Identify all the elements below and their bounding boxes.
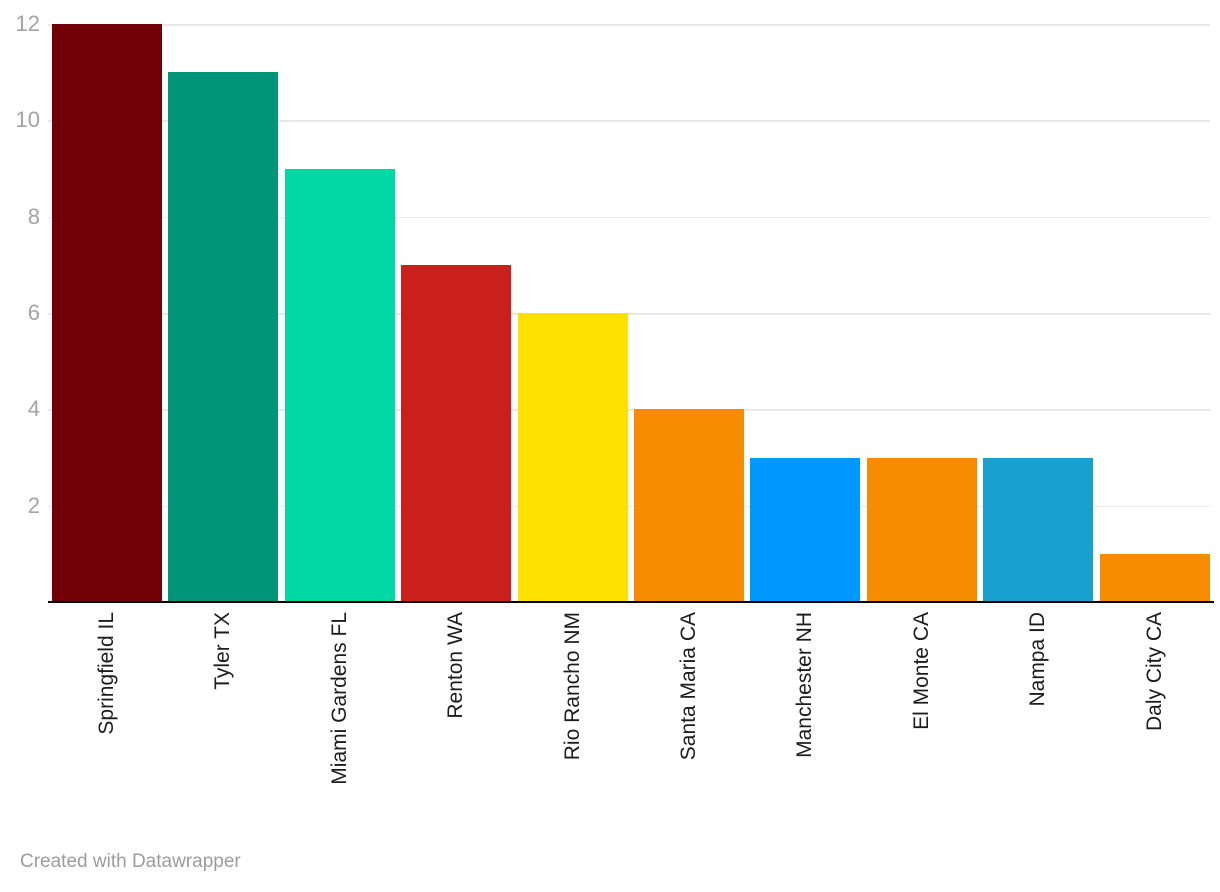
x-label-manchester-nh: Manchester NH [793, 612, 817, 758]
x-axis-line [48, 600, 1214, 603]
x-label-slot-manchester-nh: Manchester NH [750, 612, 860, 862]
y-tick-label-8: 8 [27, 203, 40, 229]
x-label-slot-tyler-tx: Tyler TX [168, 612, 278, 862]
x-label-slot-rio-rancho-nm: Rio Rancho NM [518, 612, 628, 862]
x-label-miami-gardens-fl: Miami Gardens FL [327, 612, 351, 785]
x-label-springfield-il: Springfield IL [95, 612, 118, 735]
x-label-slot-santa-maria-ca: Santa Maria CA [634, 612, 744, 862]
gridline-6 [48, 313, 1210, 315]
x-label-tyler-tx: Tyler TX [211, 612, 235, 690]
bar-rio-rancho-nm [517, 313, 628, 602]
gridline-12 [48, 24, 1210, 26]
x-label-slot-miami-gardens-fl: Miami Gardens FL [285, 612, 395, 862]
x-label-rio-rancho-nm: Rio Rancho NM [560, 612, 584, 761]
gridline-8 [48, 216, 1210, 219]
x-label-slot-nampa-id: Nampa ID [983, 612, 1093, 862]
x-label-slot-springfield-il: Springfield IL [52, 612, 162, 862]
gridline-2 [48, 505, 1210, 508]
y-tick-label-6: 6 [27, 300, 40, 325]
x-label-nampa-id: Nampa ID [1026, 612, 1050, 707]
y-tick-label-12: 12 [15, 11, 40, 36]
x-label-renton-wa: Renton WA [444, 612, 468, 719]
bar-nampa-id [983, 457, 1094, 602]
bar-el-monte-ca [866, 457, 977, 602]
gridline-4 [48, 409, 1210, 411]
bar-manchester-nh [750, 457, 861, 602]
bar-springfield-il [52, 24, 162, 602]
gridline-10 [48, 120, 1210, 122]
y-tick-label-4: 4 [27, 396, 40, 422]
y-tick-label-2: 2 [27, 492, 40, 518]
bar-miami-gardens-fl [284, 168, 395, 602]
x-label-el-monte-ca: El Monte CA [909, 612, 933, 730]
bar-santa-maria-ca [634, 409, 744, 602]
x-label-santa-maria-ca: Santa Maria CA [677, 612, 700, 761]
y-tick-label-10: 10 [15, 107, 40, 133]
bar-renton-wa [401, 264, 512, 602]
bar-daly-city-ca [1099, 553, 1210, 602]
x-label-slot-el-monte-ca: El Monte CA [867, 612, 977, 862]
x-label-daly-city-ca: Daly City CA [1142, 612, 1166, 732]
attribution-link[interactable]: Created with Datawrapper [20, 851, 241, 872]
bar-tyler-tx [168, 72, 279, 602]
x-label-slot-renton-wa: Renton WA [401, 612, 511, 862]
x-label-slot-daly-city-ca: Daly City CA [1100, 612, 1210, 862]
